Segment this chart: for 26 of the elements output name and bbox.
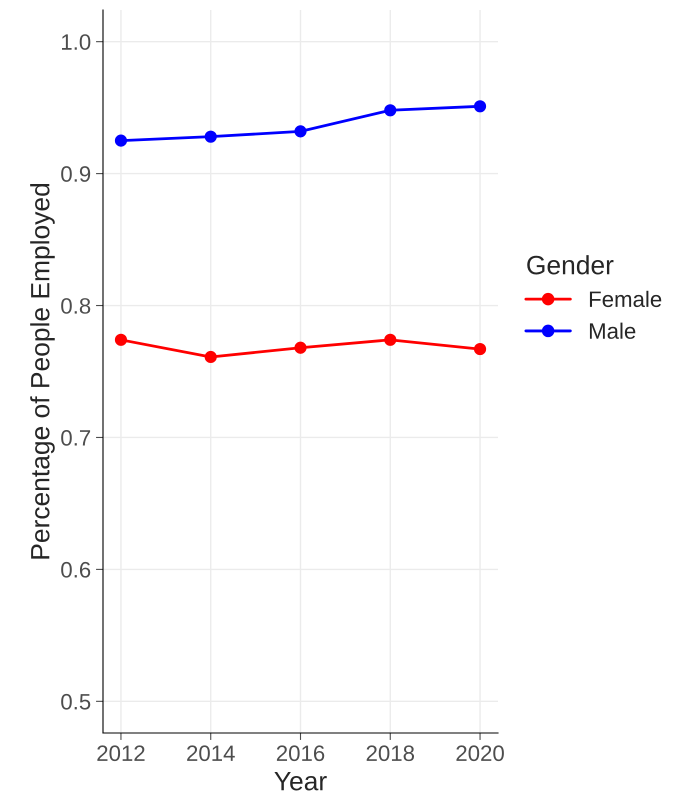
point — [114, 334, 128, 346]
legend-label: Female — [590, 290, 662, 308]
point — [204, 130, 217, 143]
point — [294, 125, 307, 138]
y-tick-label: 0.5 — [61, 694, 90, 710]
x-axis-title: Year — [274, 772, 327, 790]
y-tick-label: 1.0 — [62, 34, 90, 50]
point — [474, 342, 486, 356]
point — [294, 342, 307, 354]
y-tick-label: 0.6 — [61, 562, 90, 578]
x-tick-label: 2016 — [276, 745, 324, 762]
x-tick-label: 2018 — [366, 745, 414, 762]
x-tick-label: 2014 — [187, 745, 235, 762]
y-tick-label: 0.7 — [61, 430, 90, 446]
legend-label: Male — [590, 322, 636, 339]
y-tick-label: 0.8 — [61, 298, 90, 314]
point — [114, 134, 128, 147]
point — [384, 334, 396, 346]
y-axis-title: Percentage of People Employed — [30, 184, 55, 559]
x-tick-label: 2012 — [97, 745, 145, 762]
point — [474, 100, 486, 112]
point — [204, 350, 217, 364]
point — [384, 104, 396, 116]
legend-title: Gender — [527, 255, 614, 274]
y-tick-label: 0.9 — [61, 166, 90, 182]
x-tick-label: 2020 — [456, 745, 504, 762]
